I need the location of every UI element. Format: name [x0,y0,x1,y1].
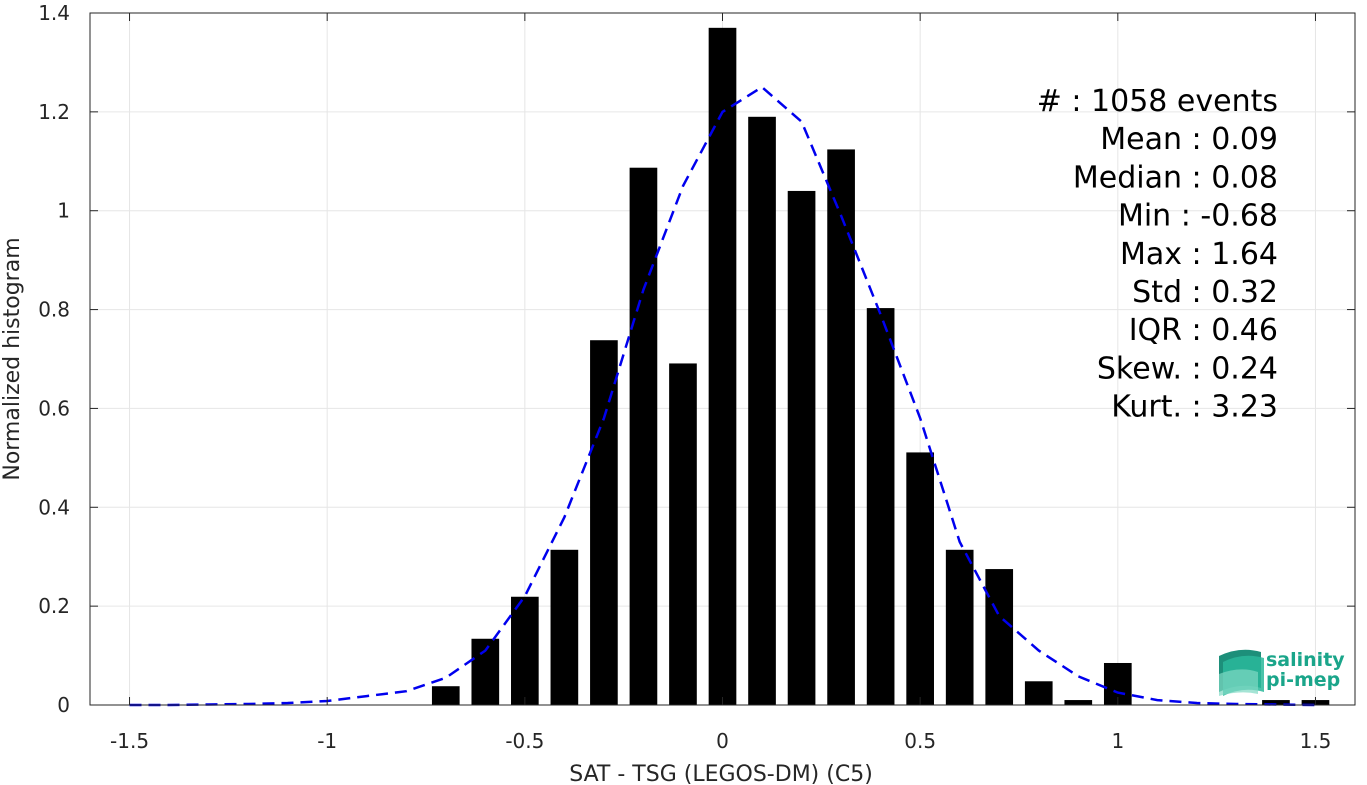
stat-line: Std : 0.32 [1132,275,1278,310]
stat-line: Mean : 0.09 [1100,122,1278,157]
y-tick-label: 1.4 [38,1,70,25]
histogram-bar [1064,700,1093,705]
histogram-bar [866,308,895,705]
histogram-bar [1024,681,1053,705]
y-axis-label: Normalized histogram [0,237,25,480]
stat-line: # : 1058 events [1037,84,1278,119]
y-tick-label: 0 [57,693,70,717]
x-axis-label: SAT - TSG (LEGOS-DM) (C5) [569,762,873,785]
logo-line-salinity: salinity [1266,649,1345,671]
y-tick-label: 0.2 [38,594,70,618]
logo-line-pi-mep: pi-mep [1266,669,1340,691]
histogram-bar [945,549,974,705]
histogram-bar [550,549,579,705]
axis-ticks: -1.5 -1 -0.5 0 0.5 1 1.5 0 0.2 0.4 0.6 0.8 1 1.2 1.4 [38,1,1355,753]
y-tick-label: 1.2 [38,100,70,124]
x-tick-label: 0 [716,729,729,753]
histogram-bar [708,27,737,706]
y-tick-label: 1 [57,199,70,223]
x-tick-label: 1 [1111,729,1124,753]
x-tick-label: -0.5 [505,729,544,753]
histogram-bar [669,363,697,705]
y-tick-label: 0.4 [38,495,70,519]
salinity-pi-mep-logo: salinity pi-mep [1219,649,1345,696]
stat-line: Kurt. : 3.23 [1111,390,1278,425]
y-tick-label: 0.8 [38,298,70,322]
stat-line: IQR : 0.46 [1129,313,1278,348]
histogram-bar [787,190,816,705]
stat-line: Min : -0.68 [1118,199,1278,234]
histogram-bars [431,27,1330,706]
histogram-bar [1262,700,1290,705]
stat-line: Skew. : 0.24 [1097,351,1278,386]
x-tick-label: -1.5 [110,729,149,753]
x-tick-label: -1 [317,729,337,753]
histogram-bar [985,569,1014,705]
wave-layers-icon [1219,649,1264,696]
x-tick-label: 1.5 [1300,729,1332,753]
histogram-bar [906,452,934,705]
histogram-bar [590,340,618,705]
x-tick-label: 0.5 [904,729,936,753]
histogram-bar [748,116,776,706]
stat-line: Median : 0.08 [1073,160,1278,195]
stat-line: Max : 1.64 [1120,237,1278,272]
histogram-bar [431,686,460,705]
histogram-bar [629,167,658,705]
histogram-bar [511,596,539,705]
y-tick-label: 0.6 [38,396,70,420]
histogram-bar [827,149,855,705]
